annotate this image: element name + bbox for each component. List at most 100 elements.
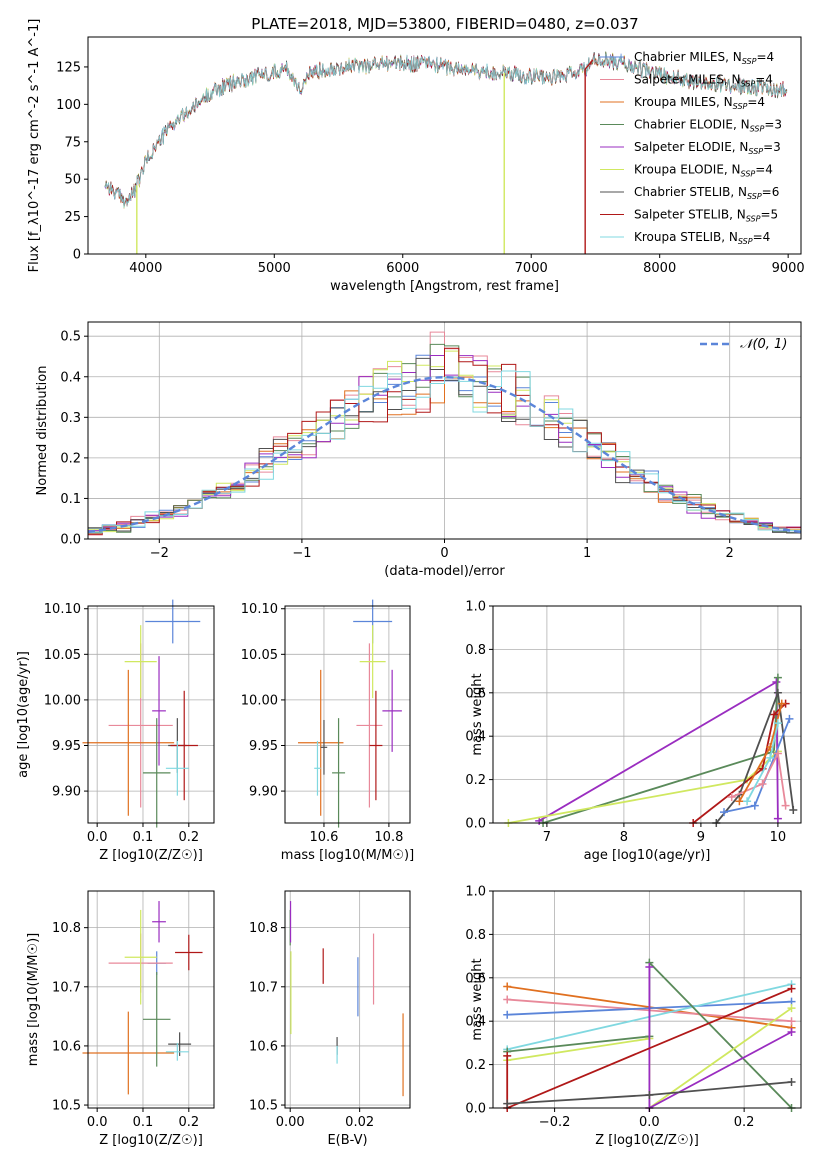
axes-frame (87, 890, 215, 1109)
x-axis-label: (data-model)/error (384, 564, 505, 579)
weight-marker (750, 801, 759, 810)
x-axis-label: E(B-V) (327, 1133, 367, 1148)
y-tick-label: 10.5 (249, 1099, 278, 1114)
weight-marker (503, 1010, 512, 1019)
y-tick-label: 10.05 (241, 648, 278, 663)
weight-marker (503, 1051, 512, 1060)
y-tick-label: 0.4 (465, 1015, 486, 1030)
weight-marker (770, 710, 779, 719)
y-axis-label: mass [log10(M/M☉)] (26, 933, 41, 1066)
weight-marker (727, 792, 736, 801)
x-tick-label: 0.1 (133, 830, 154, 845)
weight-marker (787, 1077, 796, 1086)
normal-curve (87, 375, 802, 534)
legend-label: Kroupa ELODIE, NSSP=4 (634, 163, 773, 179)
x-tick-label: 10.6 (309, 830, 338, 845)
y-tick-label: 10.00 (44, 693, 81, 708)
y-tick-label: 9.90 (249, 785, 278, 800)
y-tick-label: 0.3 (60, 411, 81, 426)
x-tick-label: 0.0 (639, 1115, 660, 1130)
y-tick-label: 10.8 (249, 921, 278, 936)
weight-marker (773, 673, 782, 682)
y-tick-label: 10.00 (241, 693, 278, 708)
y-tick-label: 75 (64, 135, 81, 150)
y-tick-label: 0.5 (60, 330, 81, 345)
weight-marker (785, 714, 794, 723)
x-tick-label: 7 (543, 830, 551, 845)
legend-label: Chabrier STELIB, NSSP=6 (634, 185, 779, 201)
y-tick-label: 0.4 (60, 370, 81, 385)
y-tick-label: 10.05 (44, 648, 81, 663)
axes-frame (492, 605, 802, 824)
y-tick-label: 10.8 (52, 921, 81, 936)
y-tick-label: 0.6 (465, 686, 486, 701)
age-vs-metallicity-plot: 0.0 0.1 0.2 9.90 9.95 10.00 10.05 10.10 Z [log10… (16, 599, 215, 863)
y-tick-label: 50 (64, 173, 81, 188)
legend-label: Kroupa STELIB, NSSP=4 (634, 230, 770, 246)
y-axis-label: mass weight (470, 958, 485, 1040)
x-tick-label: 2 (726, 546, 734, 561)
weight-marker (503, 995, 512, 1004)
y-tick-label: 0 (73, 248, 81, 263)
x-axis-label: Z [log10(Z/Z☉)] (99, 848, 203, 863)
weight-marker (789, 805, 798, 814)
spectrum-line-kroupa-stelib (104, 53, 788, 208)
x-tick-label: 7000 (515, 261, 548, 276)
legend-label: Salpeter MILES, NSSP=4 (634, 73, 773, 89)
histogram-salpeter-miles (88, 331, 801, 536)
x-tick-label: 10 (770, 830, 787, 845)
weight-marker (645, 962, 654, 971)
weight-marker (503, 982, 512, 991)
legend-label: Chabrier ELODIE, NSSP=3 (634, 118, 782, 134)
y-tick-label: 125 (56, 60, 81, 75)
x-axis-label: age [log10(age/yr)] (584, 848, 711, 863)
y-tick-label: 0.8 (465, 643, 486, 658)
age-vs-mass-plot: 10.6 10.8 9.90 9.95 10.00 10.05 10.10 mass [log… (241, 599, 414, 863)
weight-marker (773, 688, 782, 697)
legend-label: Salpeter ELODIE, NSSP=3 (634, 140, 781, 156)
weight-marker (766, 753, 775, 762)
legend-label: Kroupa MILES, NSSP=4 (634, 95, 765, 111)
weight-marker (787, 1017, 796, 1026)
x-tick-label: −1 (292, 546, 311, 561)
y-tick-label: 0.1 (60, 492, 81, 507)
histogram-kroupa-miles (88, 376, 801, 535)
y-tick-label: 0.0 (465, 1102, 486, 1117)
weight-line-salpeter-miles (731, 750, 787, 806)
x-tick-label: 0.0 (87, 830, 108, 845)
x-tick-label: 9 (697, 830, 705, 845)
x-tick-label: 5000 (258, 261, 291, 276)
axes-frame (87, 36, 802, 255)
weight-marker (758, 779, 767, 788)
y-tick-label: 0.2 (465, 773, 486, 788)
weight-marker (773, 749, 782, 758)
weight-marker (787, 1004, 796, 1013)
x-tick-label: 8000 (643, 261, 676, 276)
x-tick-label: 0.2 (178, 1115, 199, 1130)
weight-marker (773, 814, 782, 823)
y-tick-label: 100 (56, 98, 81, 113)
y-tick-label: 10.6 (249, 1039, 278, 1054)
x-tick-label: 0.2 (178, 830, 199, 845)
weight-line-chabrier-stelib (715, 692, 795, 824)
spectrum-plot: 4000 5000 6000 7000 8000 9000 0 25 50 75 100 125 wav… (27, 19, 805, 294)
y-axis-label: Normed distribution (35, 366, 50, 496)
y-axis-label: age [log10(age/yr)] (16, 651, 31, 778)
legend-label: 𝒩(0, 1) (740, 337, 787, 352)
y-tick-label: 9.90 (52, 785, 81, 800)
weight-marker (503, 1099, 512, 1108)
x-tick-label: 0.00 (276, 1115, 305, 1130)
y-tick-label: 0.4 (465, 730, 486, 745)
weight-marker (743, 797, 752, 806)
y-tick-label: 0.8 (465, 928, 486, 943)
x-tick-label: 0.2 (734, 1115, 755, 1130)
mass-vs-metallicity-plot: 0.0 0.1 0.2 10.5 10.6 10.7 10.8 Z [log10(Z/Z☉)]… (26, 890, 215, 1148)
x-axis-label: wavelength [Angstrom, rest frame] (330, 279, 559, 294)
y-tick-label: 10.6 (52, 1039, 81, 1054)
weight-line-salpeter-elodie (538, 680, 779, 822)
weight-marker (720, 808, 728, 817)
legend-label: Chabrier MILES, NSSP=4 (634, 50, 774, 66)
legend-label: Salpeter STELIB, NSSP=5 (634, 208, 778, 224)
y-tick-label: 9.95 (52, 739, 81, 754)
